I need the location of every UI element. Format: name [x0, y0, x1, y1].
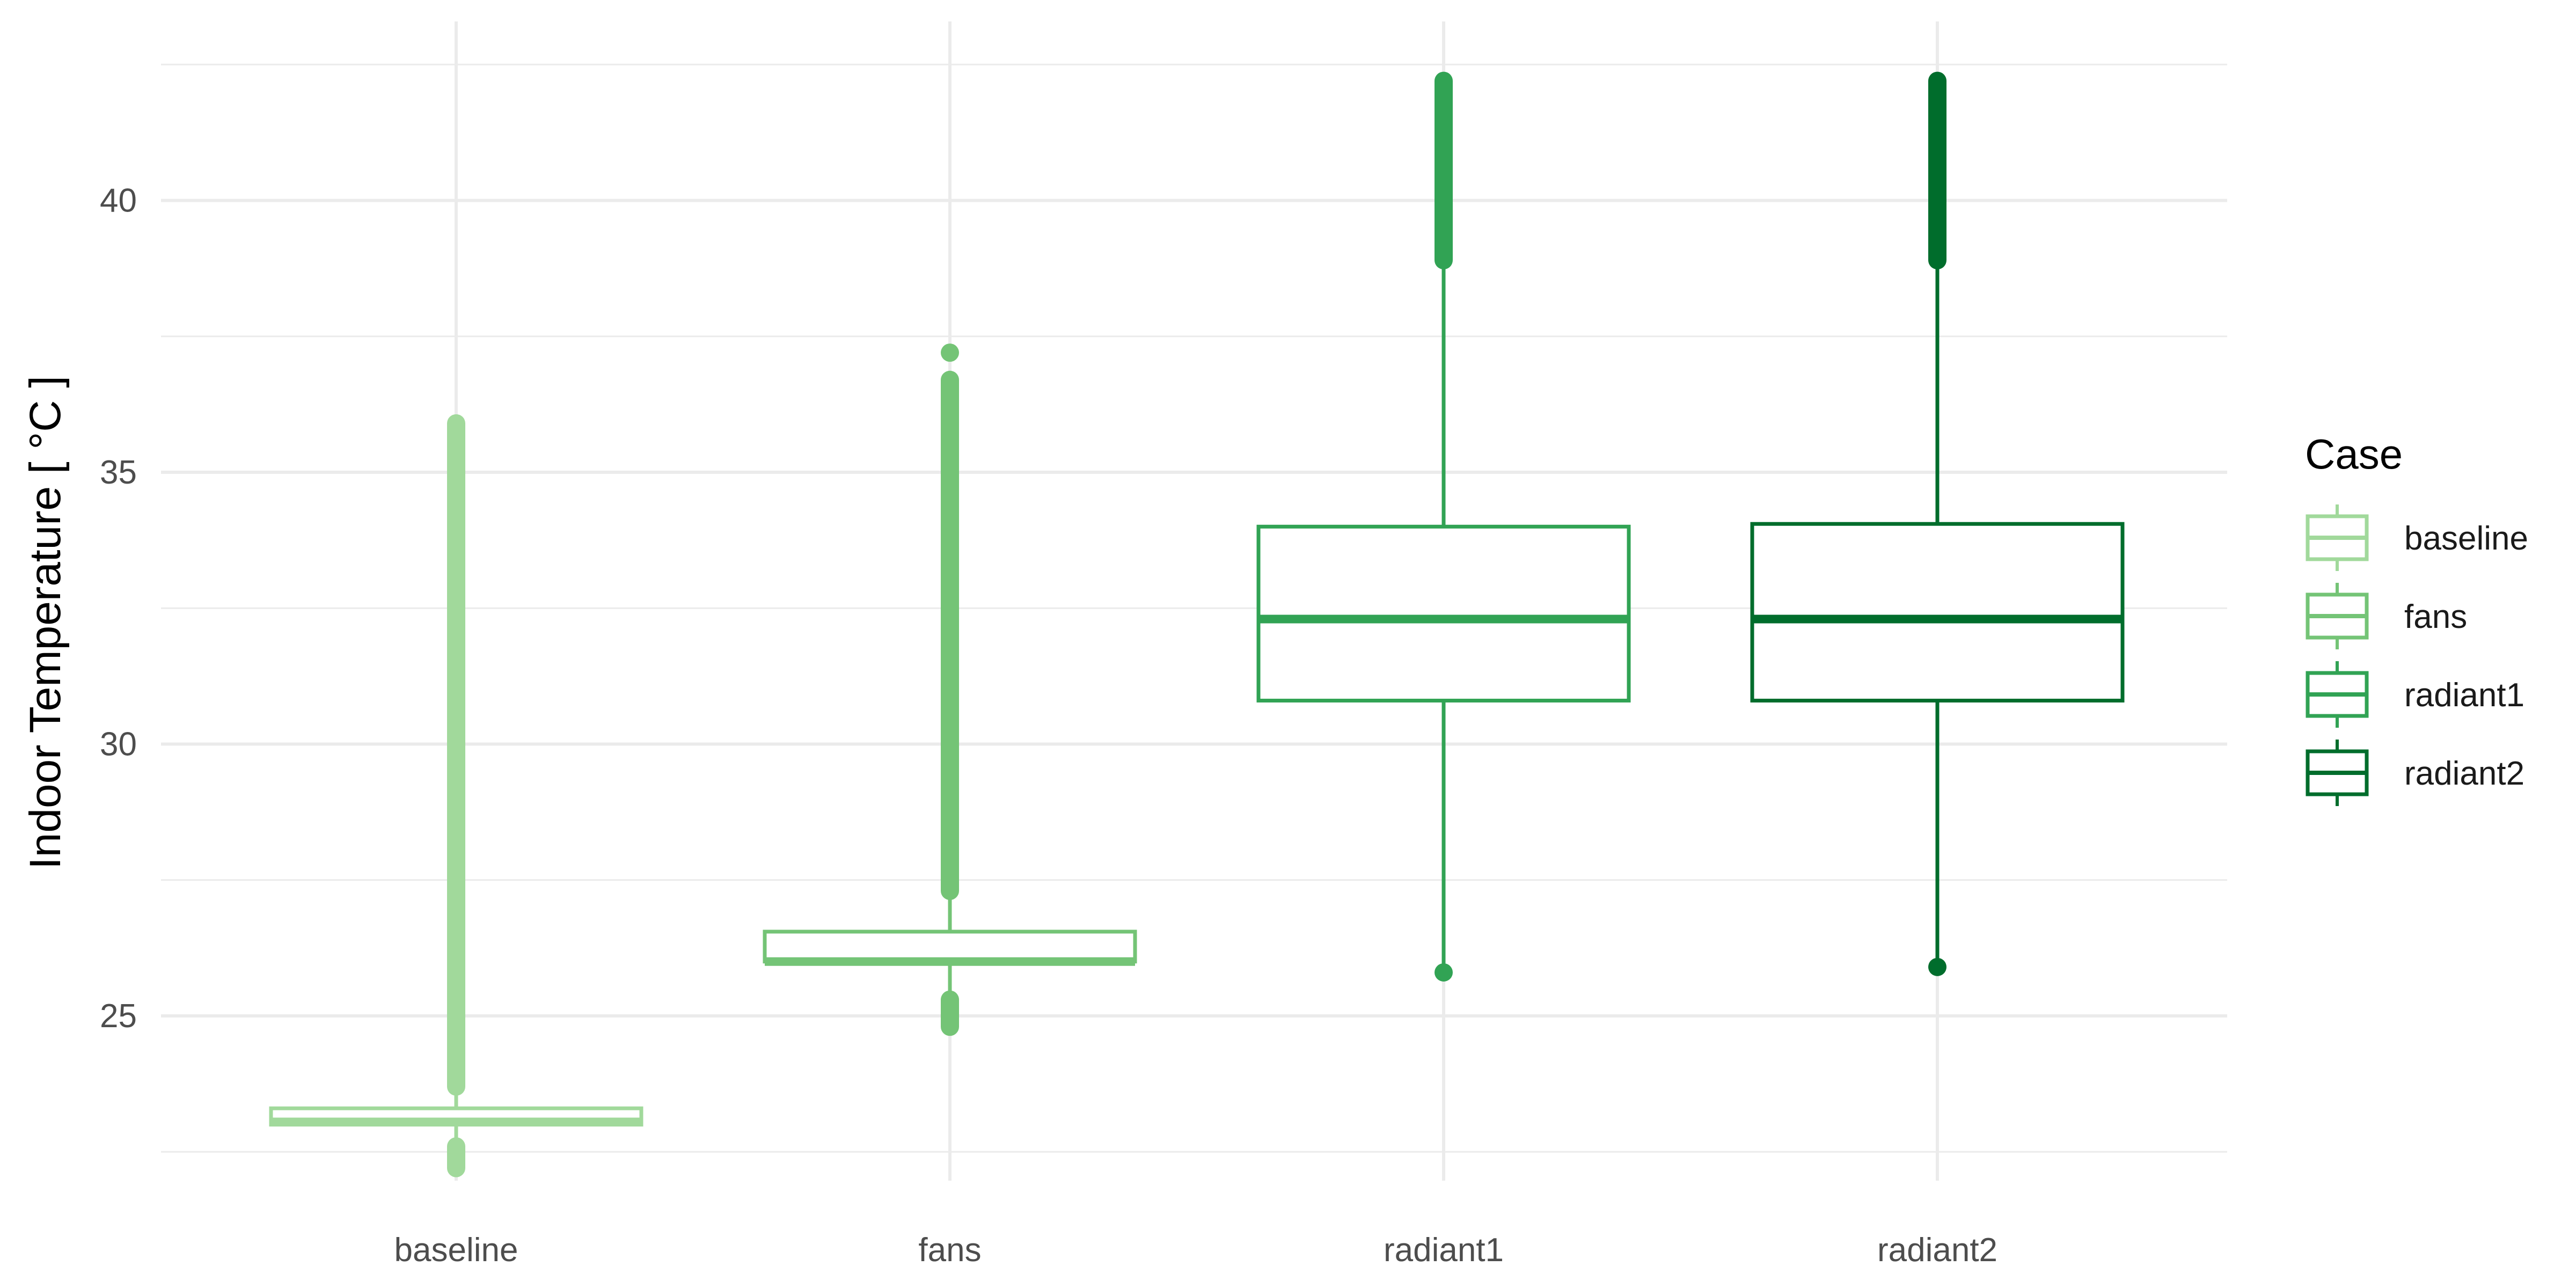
- legend-item-fans: fans: [2306, 583, 2467, 649]
- legend-label: baseline: [2404, 520, 2528, 557]
- y-tick-label: 30: [100, 726, 137, 763]
- y-tick-label: 25: [100, 998, 137, 1035]
- y-axis-title: Indoor Temperature [ °C ]: [21, 376, 70, 869]
- x-axis-tick-labels: baseline fans radiant1 radiant2: [394, 1232, 1998, 1269]
- legend-item-radiant1: radiant1: [2306, 661, 2524, 728]
- box-fans: [763, 343, 1137, 1036]
- iqr-box: [763, 930, 1137, 964]
- legend-label: fans: [2404, 598, 2467, 635]
- box-baseline: [269, 414, 643, 1177]
- x-tick-label: fans: [918, 1232, 981, 1269]
- box-radiant2: [1750, 71, 2125, 976]
- legend-title: Case: [2305, 430, 2403, 478]
- x-tick-label: baseline: [394, 1232, 518, 1269]
- y-tick-label: 35: [100, 454, 137, 491]
- legend-label: radiant2: [2404, 755, 2524, 792]
- y-tick-label: 40: [100, 182, 137, 219]
- iqr-box: [1750, 522, 2125, 702]
- legend-item-baseline: baseline: [2306, 504, 2528, 571]
- x-tick-label: radiant1: [1384, 1232, 1504, 1269]
- box-series: [269, 71, 2125, 1177]
- iqr-box: [1256, 524, 1631, 702]
- x-tick-label: radiant2: [1877, 1232, 1997, 1269]
- box-radiant1: [1256, 71, 1631, 982]
- legend: Case baseline fans radiant1 radiant2: [2305, 430, 2528, 806]
- y-axis-tick-labels: 25 30 35 40: [100, 182, 137, 1035]
- outlier-point: [941, 343, 959, 362]
- legend-item-radiant2: radiant2: [2306, 740, 2524, 806]
- legend-label: radiant1: [2404, 677, 2524, 714]
